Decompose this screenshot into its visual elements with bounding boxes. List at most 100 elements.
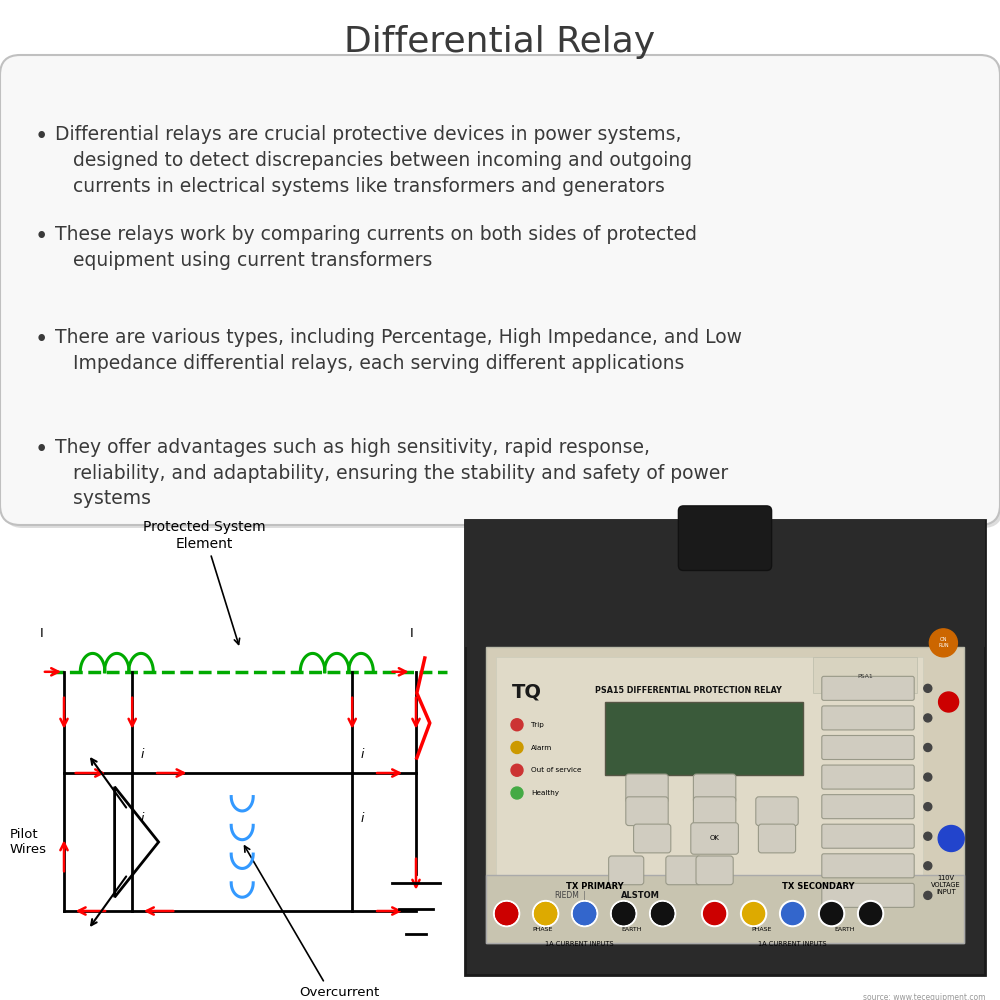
- Circle shape: [938, 826, 964, 852]
- FancyBboxPatch shape: [758, 824, 796, 853]
- Text: source: www.tecequipment.com: source: www.tecequipment.com: [863, 993, 985, 1000]
- Circle shape: [572, 901, 598, 927]
- Circle shape: [939, 692, 959, 712]
- FancyBboxPatch shape: [822, 735, 914, 760]
- Text: 110V
VOLTAGE
INPUT: 110V VOLTAGE INPUT: [931, 875, 961, 895]
- Circle shape: [924, 773, 932, 781]
- Text: ON
RUN: ON RUN: [938, 637, 949, 648]
- Text: There are various types, including Percentage, High Impedance, and Low
   Impeda: There are various types, including Perce…: [55, 328, 742, 373]
- Circle shape: [511, 742, 523, 754]
- Circle shape: [821, 903, 843, 925]
- Text: i: i: [361, 812, 365, 826]
- Text: OK: OK: [710, 836, 720, 842]
- Bar: [486, 647, 964, 943]
- Circle shape: [652, 903, 674, 925]
- Circle shape: [494, 901, 520, 927]
- Text: PHASE: PHASE: [751, 927, 772, 932]
- FancyBboxPatch shape: [822, 824, 914, 848]
- FancyBboxPatch shape: [696, 856, 733, 885]
- Circle shape: [496, 903, 518, 925]
- Circle shape: [652, 903, 674, 925]
- Bar: [465, 520, 985, 647]
- Circle shape: [511, 764, 523, 776]
- Text: TX PRIMARY: TX PRIMARY: [566, 882, 624, 891]
- Circle shape: [535, 903, 557, 925]
- Text: Out of service: Out of service: [531, 767, 582, 773]
- Circle shape: [924, 862, 932, 870]
- FancyBboxPatch shape: [691, 823, 738, 854]
- Circle shape: [511, 719, 523, 731]
- FancyBboxPatch shape: [693, 797, 736, 826]
- Text: i: i: [141, 748, 144, 761]
- Circle shape: [924, 684, 932, 692]
- FancyBboxPatch shape: [634, 824, 671, 853]
- Circle shape: [535, 903, 557, 925]
- Circle shape: [702, 901, 728, 927]
- Circle shape: [613, 903, 635, 925]
- Text: I: I: [40, 627, 44, 640]
- FancyBboxPatch shape: [822, 706, 914, 730]
- Circle shape: [650, 901, 676, 927]
- Circle shape: [780, 901, 806, 927]
- FancyBboxPatch shape: [693, 774, 736, 803]
- Circle shape: [743, 903, 765, 925]
- Bar: [813, 656, 917, 693]
- FancyBboxPatch shape: [609, 856, 644, 885]
- Circle shape: [924, 714, 932, 722]
- Circle shape: [860, 903, 882, 925]
- Text: They offer advantages such as high sensitivity, rapid response,
   reliability, : They offer advantages such as high sensi…: [55, 438, 728, 508]
- Bar: [605, 702, 803, 775]
- Text: •: •: [35, 438, 48, 461]
- Circle shape: [611, 901, 637, 927]
- Text: EARTH: EARTH: [621, 927, 642, 932]
- Text: 1A CURRENT INPUTS: 1A CURRENT INPUTS: [545, 941, 614, 947]
- Circle shape: [496, 903, 518, 925]
- Circle shape: [533, 901, 559, 927]
- Circle shape: [613, 903, 635, 925]
- Text: |: |: [581, 891, 588, 900]
- FancyBboxPatch shape: [0, 55, 1000, 525]
- Text: PSA15 DIFFERENTIAL PROTECTION RELAY: PSA15 DIFFERENTIAL PROTECTION RELAY: [595, 686, 782, 695]
- Circle shape: [741, 901, 767, 927]
- Text: TQ: TQ: [512, 683, 542, 702]
- FancyBboxPatch shape: [666, 856, 701, 885]
- Text: TX SECONDARY: TX SECONDARY: [782, 882, 855, 891]
- FancyBboxPatch shape: [822, 765, 914, 789]
- Text: i: i: [141, 812, 144, 826]
- Circle shape: [924, 832, 932, 840]
- Text: Protected System
Element: Protected System Element: [143, 520, 266, 644]
- FancyBboxPatch shape: [626, 774, 668, 803]
- Text: Alarm: Alarm: [531, 744, 552, 750]
- Text: These relays work by comparing currents on both sides of protected
   equipment : These relays work by comparing currents …: [55, 225, 697, 270]
- Text: PHASE: PHASE: [533, 927, 553, 932]
- Bar: [465, 520, 985, 975]
- FancyBboxPatch shape: [822, 795, 914, 819]
- Text: Differential Relay: Differential Relay: [344, 25, 656, 59]
- Circle shape: [858, 901, 884, 927]
- Text: ALSTOM: ALSTOM: [621, 891, 660, 900]
- Text: •: •: [35, 225, 48, 248]
- Bar: [486, 875, 964, 943]
- Circle shape: [704, 903, 726, 925]
- FancyBboxPatch shape: [822, 883, 914, 907]
- Circle shape: [574, 903, 596, 925]
- Text: EARTH: EARTH: [834, 927, 855, 932]
- Circle shape: [929, 629, 957, 657]
- FancyBboxPatch shape: [3, 58, 1000, 528]
- FancyBboxPatch shape: [626, 797, 668, 826]
- Circle shape: [819, 901, 845, 927]
- Text: •: •: [35, 328, 48, 351]
- Text: I: I: [410, 627, 413, 640]
- Circle shape: [924, 744, 932, 752]
- Circle shape: [574, 903, 596, 925]
- Text: Pilot
Wires: Pilot Wires: [10, 828, 47, 856]
- Text: Differential relays are crucial protective devices in power systems,
   designed: Differential relays are crucial protecti…: [55, 125, 692, 196]
- Bar: [496, 656, 923, 934]
- FancyBboxPatch shape: [822, 676, 914, 700]
- Circle shape: [924, 803, 932, 811]
- Circle shape: [511, 787, 523, 799]
- Text: i: i: [361, 748, 365, 761]
- Text: RIEDM: RIEDM: [555, 891, 579, 900]
- Text: Trip: Trip: [531, 722, 544, 728]
- Circle shape: [924, 891, 932, 899]
